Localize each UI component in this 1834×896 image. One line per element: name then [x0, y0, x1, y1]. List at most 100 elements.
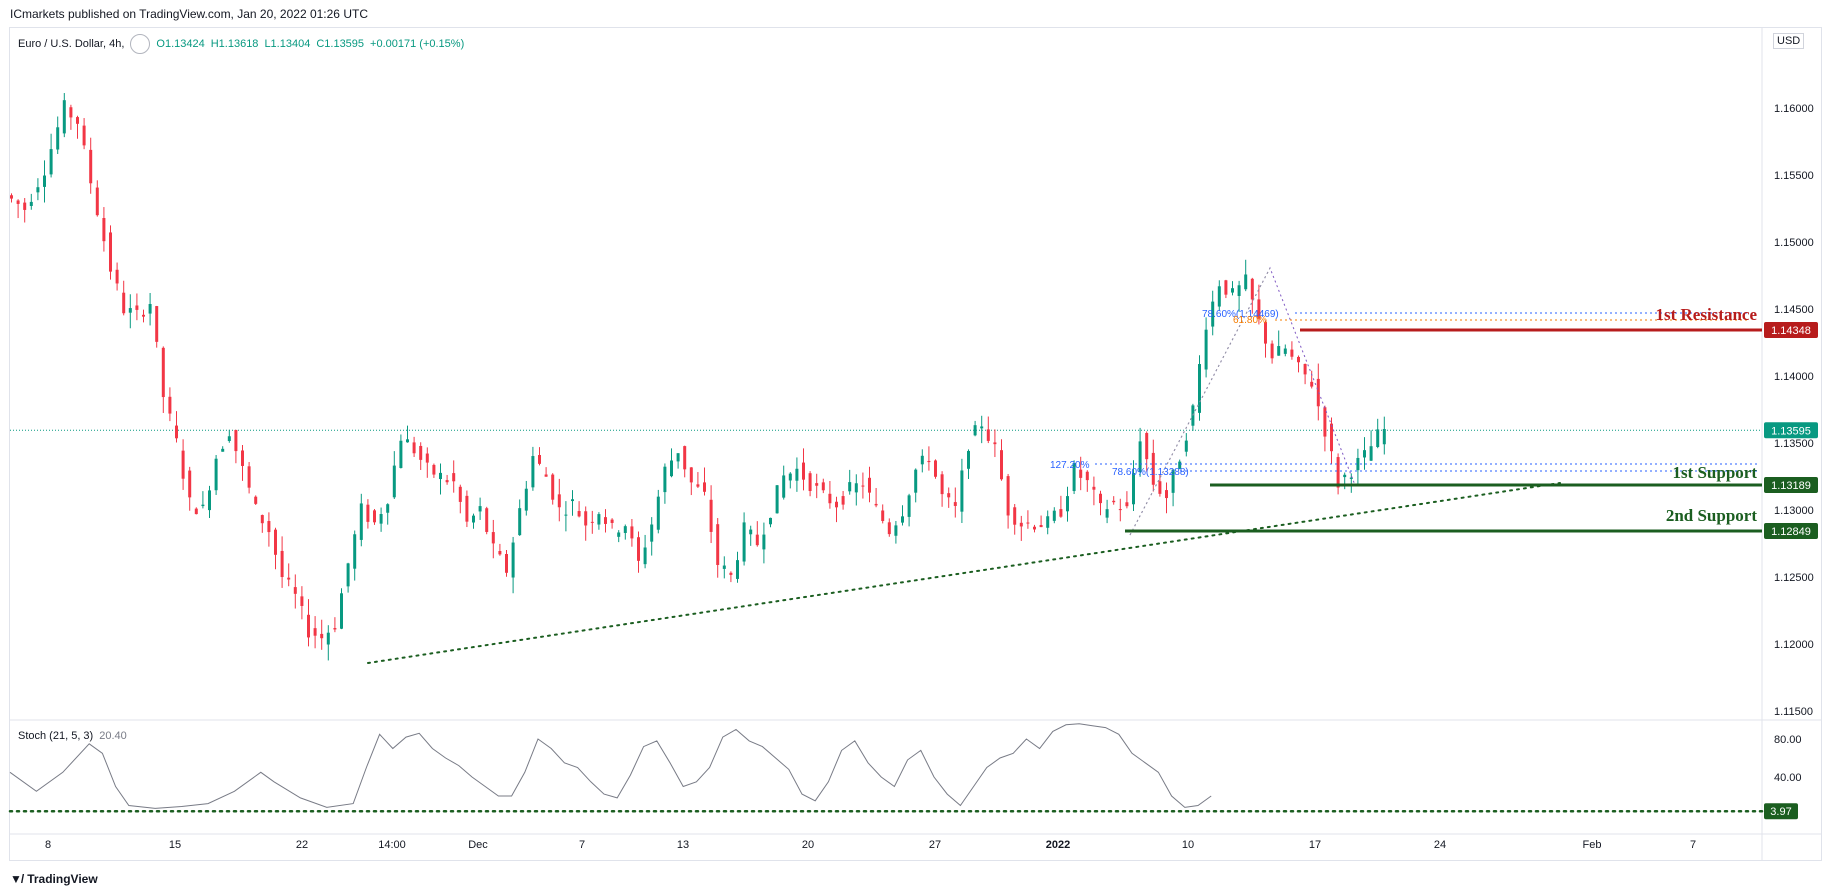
candle-down — [1079, 469, 1083, 478]
candle-down — [234, 429, 238, 452]
candle-up — [346, 563, 350, 587]
candle-down — [280, 550, 284, 578]
candle-down — [95, 187, 99, 216]
candle-down — [1303, 363, 1307, 375]
candle-up — [392, 465, 396, 498]
candle-down — [1264, 322, 1267, 344]
fib-label: 78.60%(1.14469) — [1202, 309, 1279, 320]
candle-down — [683, 446, 687, 470]
candle-down — [1323, 407, 1327, 437]
candle-up — [1237, 285, 1241, 296]
candle-down — [927, 460, 931, 463]
candle-up — [663, 466, 667, 493]
candle-down — [432, 464, 436, 475]
candle-down — [274, 529, 277, 555]
candle-down — [874, 503, 878, 506]
candle-up — [914, 469, 918, 493]
candle-down — [1092, 486, 1096, 490]
candle-down — [802, 462, 805, 480]
candle-down — [175, 425, 178, 439]
candle-up — [973, 425, 977, 436]
candle-down — [181, 450, 185, 479]
candle-up — [1046, 516, 1050, 528]
price-tick-label: 1.15000 — [1774, 237, 1814, 249]
candle-up — [650, 524, 654, 542]
time-tick-label: 17 — [1309, 839, 1321, 851]
candle-down — [241, 450, 244, 466]
candle-up — [775, 485, 779, 514]
candle-up — [670, 460, 673, 477]
candle-up — [56, 127, 60, 150]
candle-down — [1125, 502, 1129, 507]
candle-down — [1006, 476, 1010, 516]
candle-up — [920, 455, 924, 465]
candle-down — [307, 614, 310, 638]
candle-down — [861, 485, 865, 487]
time-tick-label: 7 — [1690, 839, 1696, 851]
candle-down — [260, 515, 264, 524]
candle-down — [637, 537, 640, 561]
candle-up — [1178, 461, 1182, 469]
tradingview-logo-icon: ▼/ — [10, 872, 24, 886]
time-tick-label: 24 — [1434, 839, 1446, 851]
candle-up — [848, 482, 852, 492]
price-tick-label: 1.13500 — [1774, 438, 1814, 450]
currency-selector[interactable]: USD — [1773, 33, 1805, 49]
candle-up — [214, 458, 218, 491]
candle-up — [676, 453, 680, 462]
candle-down — [1158, 481, 1162, 494]
candle-down — [584, 511, 588, 526]
candle-up — [326, 632, 330, 645]
candle-up — [386, 504, 390, 513]
level-price-badge — [1764, 523, 1818, 539]
fib-leg — [1129, 267, 1271, 536]
symbol-title[interactable]: Euro / U.S. Dollar, 4h, — [18, 38, 125, 50]
change-value: +0.00171 (+0.15%) — [370, 38, 465, 50]
candle-up — [1277, 346, 1281, 356]
candle-up — [518, 508, 522, 536]
candle-down — [689, 467, 693, 483]
candle-up — [511, 542, 515, 578]
candle-up — [788, 473, 792, 481]
candle-down — [1118, 509, 1122, 511]
price-tick-label: 1.13000 — [1774, 505, 1814, 517]
open-value: O1.13424 — [156, 38, 205, 50]
candle-up — [1283, 348, 1287, 354]
candle-down — [115, 269, 119, 284]
stochastic-name[interactable]: Stoch (21, 5, 3) — [18, 730, 94, 742]
level-price-label: 1.13189 — [1771, 480, 1811, 492]
candle-up — [617, 532, 621, 537]
time-tick-label: 2022 — [1046, 839, 1070, 851]
symbol-legend: Euro / U.S. Dollar, 4h, O1.13424 H1.1361… — [18, 34, 464, 54]
stoch-tick-label: 80.00 — [1774, 734, 1802, 746]
candle-up — [722, 565, 726, 569]
stochastic-value: 20.40 — [99, 730, 127, 742]
candle-down — [729, 572, 733, 575]
stoch-tick-label: 40.00 — [1774, 772, 1802, 784]
candle-down — [934, 460, 937, 477]
candle-up — [782, 475, 786, 498]
candle-down — [1310, 381, 1314, 387]
candle-down — [821, 482, 825, 491]
candle-down — [16, 200, 20, 204]
candles-group — [10, 93, 1386, 661]
candle-down — [102, 218, 106, 242]
candle-up — [1052, 510, 1056, 521]
candle-down — [1145, 433, 1149, 460]
candle-down — [828, 493, 832, 504]
candle-up — [901, 516, 904, 523]
level-price-badge — [1764, 322, 1818, 338]
stochastic-line — [9, 723, 1212, 809]
candle-down — [10, 195, 13, 199]
candle-down — [841, 496, 845, 505]
candle-up — [960, 470, 964, 512]
level-label: 1st Support — [1672, 463, 1757, 482]
candle-down — [1099, 493, 1102, 504]
stochastic-legend: Stoch (21, 5, 3) 20.40 — [18, 730, 127, 742]
candle-down — [1019, 522, 1023, 527]
candle-down — [808, 473, 812, 492]
tradingview-logo[interactable]: ▼/ TradingView — [10, 872, 98, 886]
candle-up — [1376, 429, 1380, 447]
price-tick-label: 1.14500 — [1774, 304, 1814, 316]
